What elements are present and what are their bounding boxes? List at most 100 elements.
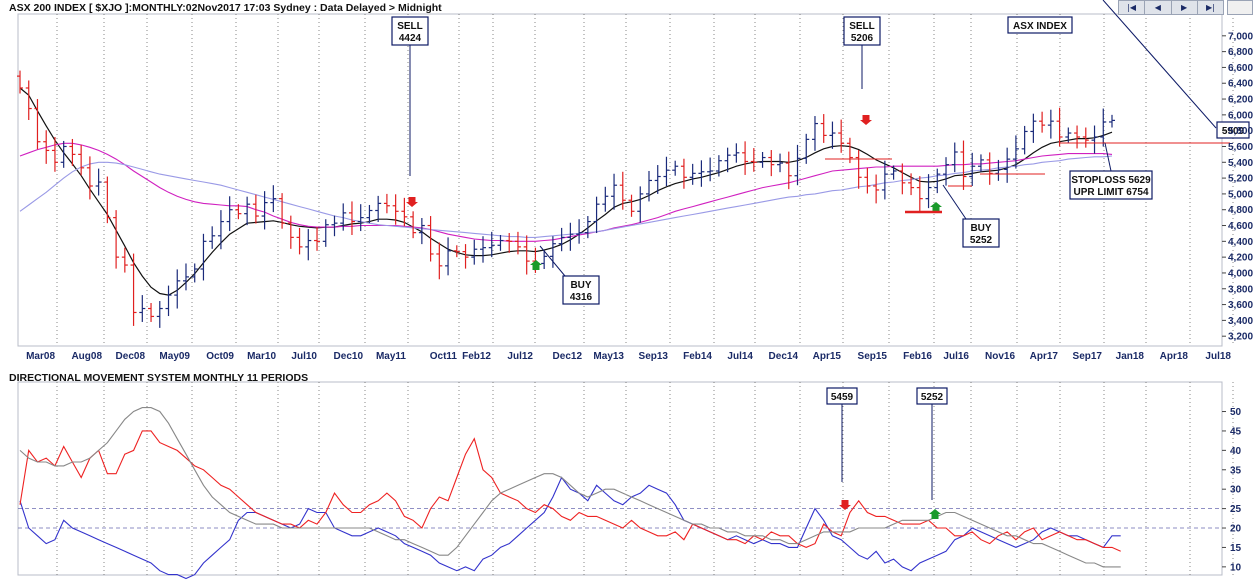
price-bar [121,247,128,273]
latest-close-label-frame [1216,121,1250,139]
sell-arrow-icon [860,115,872,125]
moving-average-line [19,87,1113,296]
price-bar [593,196,600,234]
x-tick-label: Jul14 [727,351,753,362]
price-bar [750,148,757,172]
price-bar [1021,125,1028,155]
x-tick-label: Feb16 [903,351,932,362]
price-y-tick-label: 5,600 [1228,142,1253,153]
dmi-y-tick-label: 25 [1230,504,1242,515]
price-bar [864,167,871,194]
price-bar [506,233,513,253]
x-tick-label: Jul12 [507,351,533,362]
x-tick-label: Sep17 [1073,351,1103,362]
price-bar [794,144,801,186]
price-bar [908,173,915,196]
price-bar [139,295,146,322]
price-bar [1082,127,1089,148]
price-bar [60,140,67,168]
price-bar [86,156,93,200]
stoploss-box-frame [1069,170,1153,200]
price-bar [357,204,364,232]
x-tick-label: Dec14 [769,351,799,362]
price-y-tick-label: 5,800 [1228,126,1253,137]
dmi-y-tick-label: 30 [1230,485,1242,496]
price-bar [803,133,810,164]
last-page-button[interactable]: ▶| [1205,3,1215,12]
next-page-button[interactable]: ▶ [1172,1,1198,14]
price-bar [645,170,652,202]
price-y-tick-label: 4,600 [1228,221,1253,232]
price-bar [881,160,888,200]
price-bar [182,263,189,291]
sell-signal-1-text: SELL [397,21,423,32]
price-bar [392,194,399,225]
dmi-y-tick-label: 10 [1230,562,1242,573]
price-bar [724,147,731,173]
price-bar [707,157,714,182]
stoploss-box-text: UPR LIMIT 6754 [1073,187,1148,198]
price-bar [410,211,417,239]
x-tick-label: Nov16 [985,351,1015,362]
price-bar [1004,147,1011,183]
dmi-chart-title: DIRECTIONAL MOVEMENT SYSTEM MONTHLY 11 P… [9,372,308,384]
x-tick-label: Oct11 [430,351,458,362]
buy-arrow-icon [929,509,941,519]
price-y-tick-label: 3,800 [1228,284,1253,295]
chart-navigation-bar: |◀ ◀ ▶ ▶| [1118,0,1224,15]
price-bar [654,165,661,194]
price-bar [1100,108,1107,147]
x-tick-label: Jul18 [1205,351,1231,362]
x-tick-label: Apr18 [1160,351,1189,362]
price-bar [916,176,923,213]
price-bar [899,163,906,195]
x-tick-label: Jul10 [291,351,317,362]
latest-close-label: 5909 [1216,121,1250,139]
buy-signal-1-frame [562,275,600,305]
price-bar [951,142,958,173]
price-bar [69,138,76,166]
x-tick-label: May13 [593,351,624,362]
price-bar [375,195,382,222]
price-y-tick-label: 6,400 [1228,79,1253,90]
price-bar [514,231,521,255]
price-bar [156,301,163,328]
price-bar [768,150,775,177]
price-bar [43,130,50,164]
x-tick-label: Dec08 [116,351,146,362]
price-bar [637,186,644,223]
price-bar [130,253,137,326]
price-y-tick-label: 4,400 [1228,237,1253,248]
price-panel [17,13,1223,347]
dmi-y-tick-label: 20 [1230,524,1242,535]
buy-signal-2-frame [962,218,1000,248]
chart-scroll-control[interactable] [1227,0,1253,15]
price-bar [480,236,487,263]
price-bar [226,196,233,232]
price-bar [366,204,373,224]
price-bar [672,160,679,176]
price-bar [855,150,862,189]
price-bar [995,159,1002,181]
price-y-tick-label: 3,400 [1228,316,1253,327]
dmi-y-tick-label: 40 [1230,446,1242,457]
x-tick-label: Sep13 [639,351,669,362]
first-page-button[interactable]: |◀ [1119,1,1146,14]
price-bar [1047,109,1054,139]
price-bar [217,210,224,250]
price-bar [383,193,390,214]
price-bar [1012,135,1019,169]
price-y-tick-label: 3,200 [1228,332,1253,343]
x-tick-label: Jan18 [1116,351,1145,362]
price-y-tick-label: 5,000 [1228,189,1253,200]
previous-page-button[interactable]: ◀ [1145,1,1172,14]
sell-arrow-icon [406,197,418,207]
price-bar [270,185,277,213]
price-bar [943,157,950,186]
x-tick-label: Sep15 [858,351,888,362]
price-y-tick-label: 4,200 [1228,253,1253,264]
